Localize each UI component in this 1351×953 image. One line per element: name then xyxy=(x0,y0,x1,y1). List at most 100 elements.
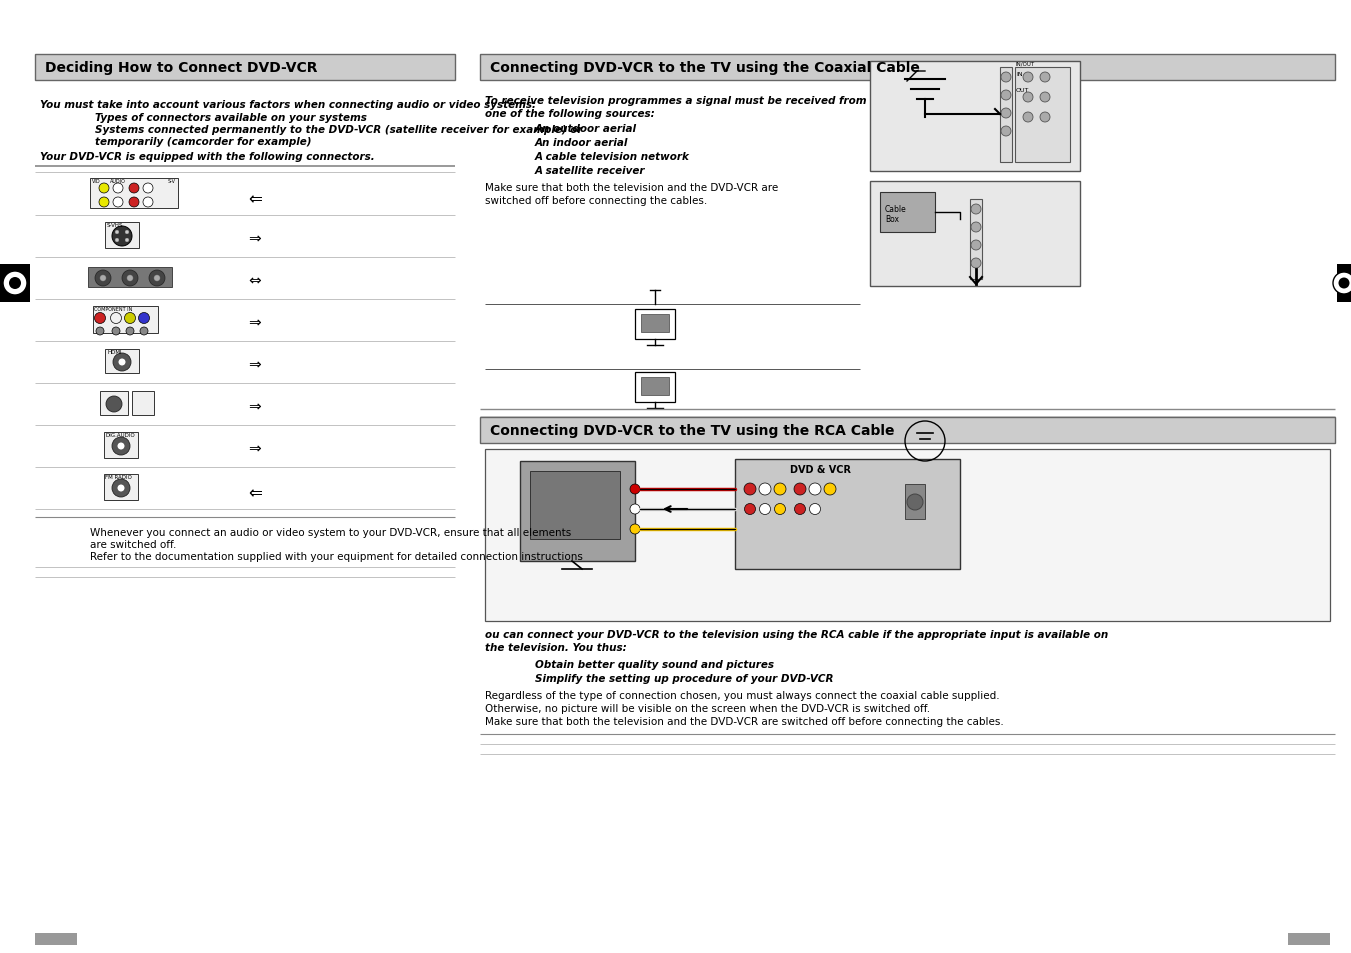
Bar xyxy=(485,450,1329,621)
Text: Simplify the setting up procedure of your DVD-VCR: Simplify the setting up procedure of you… xyxy=(535,673,834,683)
Circle shape xyxy=(774,483,786,496)
Circle shape xyxy=(759,483,771,496)
Text: A cable television network: A cable television network xyxy=(535,152,690,162)
Circle shape xyxy=(112,479,130,497)
Bar xyxy=(970,200,982,280)
Circle shape xyxy=(907,495,923,511)
Bar xyxy=(132,392,154,416)
Bar xyxy=(93,307,158,334)
Text: Connecting DVD-VCR to the TV using the Coaxial Cable: Connecting DVD-VCR to the TV using the C… xyxy=(490,61,920,75)
Text: Obtain better quality sound and pictures: Obtain better quality sound and pictures xyxy=(535,659,774,669)
Circle shape xyxy=(744,483,757,496)
Bar xyxy=(480,417,1335,443)
Text: S-V: S-V xyxy=(168,179,176,184)
Text: temporarily (camcorder for example): temporarily (camcorder for example) xyxy=(95,137,312,147)
Bar xyxy=(100,392,128,416)
Circle shape xyxy=(118,443,124,450)
Text: DIG.AUDIO: DIG.AUDIO xyxy=(105,433,135,437)
Circle shape xyxy=(95,314,105,324)
Circle shape xyxy=(1001,91,1011,101)
Circle shape xyxy=(139,314,150,324)
Circle shape xyxy=(113,184,123,193)
Circle shape xyxy=(149,271,165,287)
Circle shape xyxy=(9,277,22,290)
Text: ⇒: ⇒ xyxy=(249,232,261,247)
Text: S-VHS: S-VHS xyxy=(107,223,123,228)
Circle shape xyxy=(794,483,807,496)
Bar xyxy=(480,55,1335,81)
Text: ⇐: ⇐ xyxy=(249,190,262,208)
Text: To receive television programmes a signal must be received from: To receive television programmes a signa… xyxy=(485,96,866,106)
Text: are switched off.: are switched off. xyxy=(91,539,177,550)
Circle shape xyxy=(1023,112,1034,123)
Circle shape xyxy=(1040,73,1050,83)
Bar xyxy=(640,314,669,333)
Text: Otherwise, no picture will be visible on the screen when the DVD-VCR is switched: Otherwise, no picture will be visible on… xyxy=(485,703,929,713)
Circle shape xyxy=(1339,278,1350,289)
Bar xyxy=(1000,68,1012,163)
Bar xyxy=(520,461,635,561)
Circle shape xyxy=(1333,273,1351,294)
Circle shape xyxy=(971,258,981,269)
Circle shape xyxy=(95,271,111,287)
Circle shape xyxy=(143,198,153,208)
Circle shape xyxy=(124,314,135,324)
Bar xyxy=(635,310,676,339)
Circle shape xyxy=(1001,127,1011,137)
Circle shape xyxy=(794,504,805,515)
Text: A satellite receiver: A satellite receiver xyxy=(535,166,646,175)
Bar xyxy=(35,933,77,945)
Bar xyxy=(870,62,1079,172)
Text: ou can connect your DVD-VCR to the television using the RCA cable if the appropr: ou can connect your DVD-VCR to the telev… xyxy=(485,629,1108,639)
Bar xyxy=(735,459,961,569)
Bar xyxy=(870,182,1079,287)
Bar xyxy=(105,350,139,374)
Circle shape xyxy=(99,184,109,193)
Circle shape xyxy=(115,231,119,234)
Bar xyxy=(1288,933,1329,945)
Circle shape xyxy=(1040,112,1050,123)
Text: the television. You thus:: the television. You thus: xyxy=(485,642,627,652)
Circle shape xyxy=(96,328,104,335)
Text: ⇒: ⇒ xyxy=(249,441,261,456)
Text: IN: IN xyxy=(1016,71,1023,77)
Text: HDMI: HDMI xyxy=(107,350,122,355)
Text: Connecting DVD-VCR to the TV using the RCA Cable: Connecting DVD-VCR to the TV using the R… xyxy=(490,423,894,437)
Bar xyxy=(905,484,925,519)
Bar xyxy=(640,377,669,395)
Bar xyxy=(104,475,138,500)
Circle shape xyxy=(154,275,159,282)
Circle shape xyxy=(126,239,128,243)
Text: switched off before connecting the cables.: switched off before connecting the cable… xyxy=(485,195,708,206)
Text: ⇐: ⇐ xyxy=(249,483,262,501)
Circle shape xyxy=(128,198,139,208)
Bar xyxy=(104,433,138,458)
Circle shape xyxy=(759,504,770,515)
Text: ⇒: ⇒ xyxy=(249,399,261,415)
Text: Deciding How to Connect DVD-VCR: Deciding How to Connect DVD-VCR xyxy=(45,61,317,75)
Circle shape xyxy=(111,314,122,324)
Text: OUT: OUT xyxy=(1016,88,1029,92)
Circle shape xyxy=(824,483,836,496)
Bar xyxy=(1337,265,1351,303)
Text: ⇒: ⇒ xyxy=(249,315,261,331)
Text: FM RADIO: FM RADIO xyxy=(105,475,132,479)
Circle shape xyxy=(112,227,132,247)
Text: Make sure that both the television and the DVD-VCR are: Make sure that both the television and t… xyxy=(485,183,778,193)
Circle shape xyxy=(630,484,640,495)
Circle shape xyxy=(971,241,981,251)
Text: IN/OUT: IN/OUT xyxy=(1016,62,1035,67)
Text: Types of connectors available on your systems: Types of connectors available on your sy… xyxy=(95,112,367,123)
Text: one of the following sources:: one of the following sources: xyxy=(485,109,655,119)
Text: ⇒: ⇒ xyxy=(249,357,261,373)
Circle shape xyxy=(143,184,153,193)
Bar xyxy=(530,472,620,539)
Bar xyxy=(880,193,935,233)
Circle shape xyxy=(112,328,120,335)
Circle shape xyxy=(126,328,134,335)
Circle shape xyxy=(1001,109,1011,119)
Circle shape xyxy=(112,437,130,456)
Bar xyxy=(1015,68,1070,163)
Circle shape xyxy=(99,198,109,208)
Bar xyxy=(35,55,455,81)
